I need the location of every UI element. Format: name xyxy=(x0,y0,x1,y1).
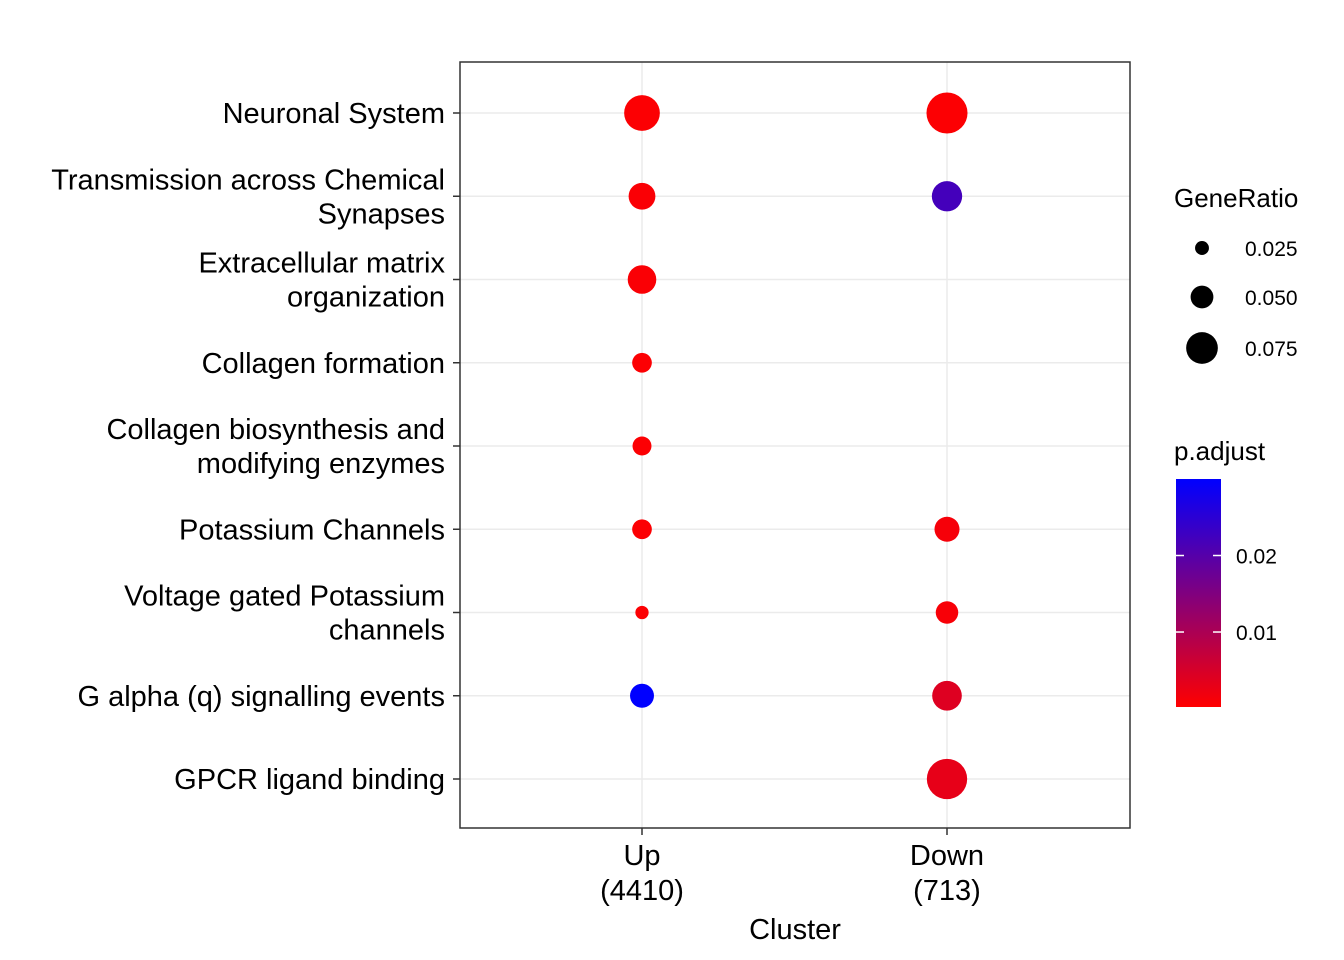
data-point xyxy=(627,265,657,294)
grid-lines xyxy=(460,62,1130,828)
data-point xyxy=(935,601,959,624)
x-axis-title: Cluster xyxy=(749,914,841,946)
size-legend-key xyxy=(1195,241,1209,255)
y-tick-label: Transmission across Chemical xyxy=(51,164,445,196)
color-legend-label: 0.02 xyxy=(1236,546,1277,569)
y-tick-label: G alpha (q) signalling events xyxy=(77,681,445,713)
y-tick-label: Synapses xyxy=(318,198,445,230)
x-axis: Up(4410) Down(713) xyxy=(600,828,984,907)
y-tick-label: Collagen formation xyxy=(202,348,445,380)
plot-panel-border xyxy=(459,61,1131,829)
size-legend-key xyxy=(1190,285,1214,309)
data-point xyxy=(926,92,968,134)
size-legend-label: 0.025 xyxy=(1245,238,1298,261)
data-points xyxy=(624,92,968,800)
data-point xyxy=(932,680,962,711)
data-point xyxy=(934,516,960,542)
y-tick-label: modifying enzymes xyxy=(197,448,445,480)
size-legend-key xyxy=(1186,332,1218,364)
data-point xyxy=(628,182,656,210)
size-legend: GeneRatio 0.025 0.050 0.075 xyxy=(1174,183,1298,364)
x-tick-count: (713) xyxy=(913,875,981,907)
data-point xyxy=(630,683,654,708)
y-axis: Neuronal System Transmission across Chemi… xyxy=(51,98,460,796)
data-point xyxy=(632,436,652,456)
color-legend: p.adjust 0.01 0.02 xyxy=(1174,436,1277,707)
size-legend-label: 0.075 xyxy=(1245,338,1298,361)
data-point xyxy=(632,519,652,540)
data-point xyxy=(926,758,968,800)
x-tick-label: Down xyxy=(910,840,984,872)
color-legend-label: 0.01 xyxy=(1236,622,1277,645)
data-point xyxy=(632,352,652,373)
y-tick-label: Potassium Channels xyxy=(179,514,445,546)
size-legend-label: 0.050 xyxy=(1245,287,1298,310)
data-point xyxy=(624,95,660,131)
y-tick-label: Extracellular matrix xyxy=(198,248,445,280)
data-point xyxy=(635,605,649,620)
color-legend-title: p.adjust xyxy=(1174,436,1266,466)
y-tick-label: Collagen biosynthesis and xyxy=(106,414,445,446)
size-legend-title: GeneRatio xyxy=(1174,183,1298,213)
x-tick-label: Up xyxy=(623,840,660,872)
data-point xyxy=(931,181,963,212)
y-tick-label: Voltage gated Potassium xyxy=(124,581,445,613)
y-tick-label: GPCR ligand binding xyxy=(174,764,445,796)
x-tick-count: (4410) xyxy=(600,875,684,907)
y-tick-label: channels xyxy=(329,615,445,647)
y-tick-label: organization xyxy=(287,282,445,314)
y-tick-label: Neuronal System xyxy=(223,98,445,130)
color-bar xyxy=(1176,479,1221,707)
